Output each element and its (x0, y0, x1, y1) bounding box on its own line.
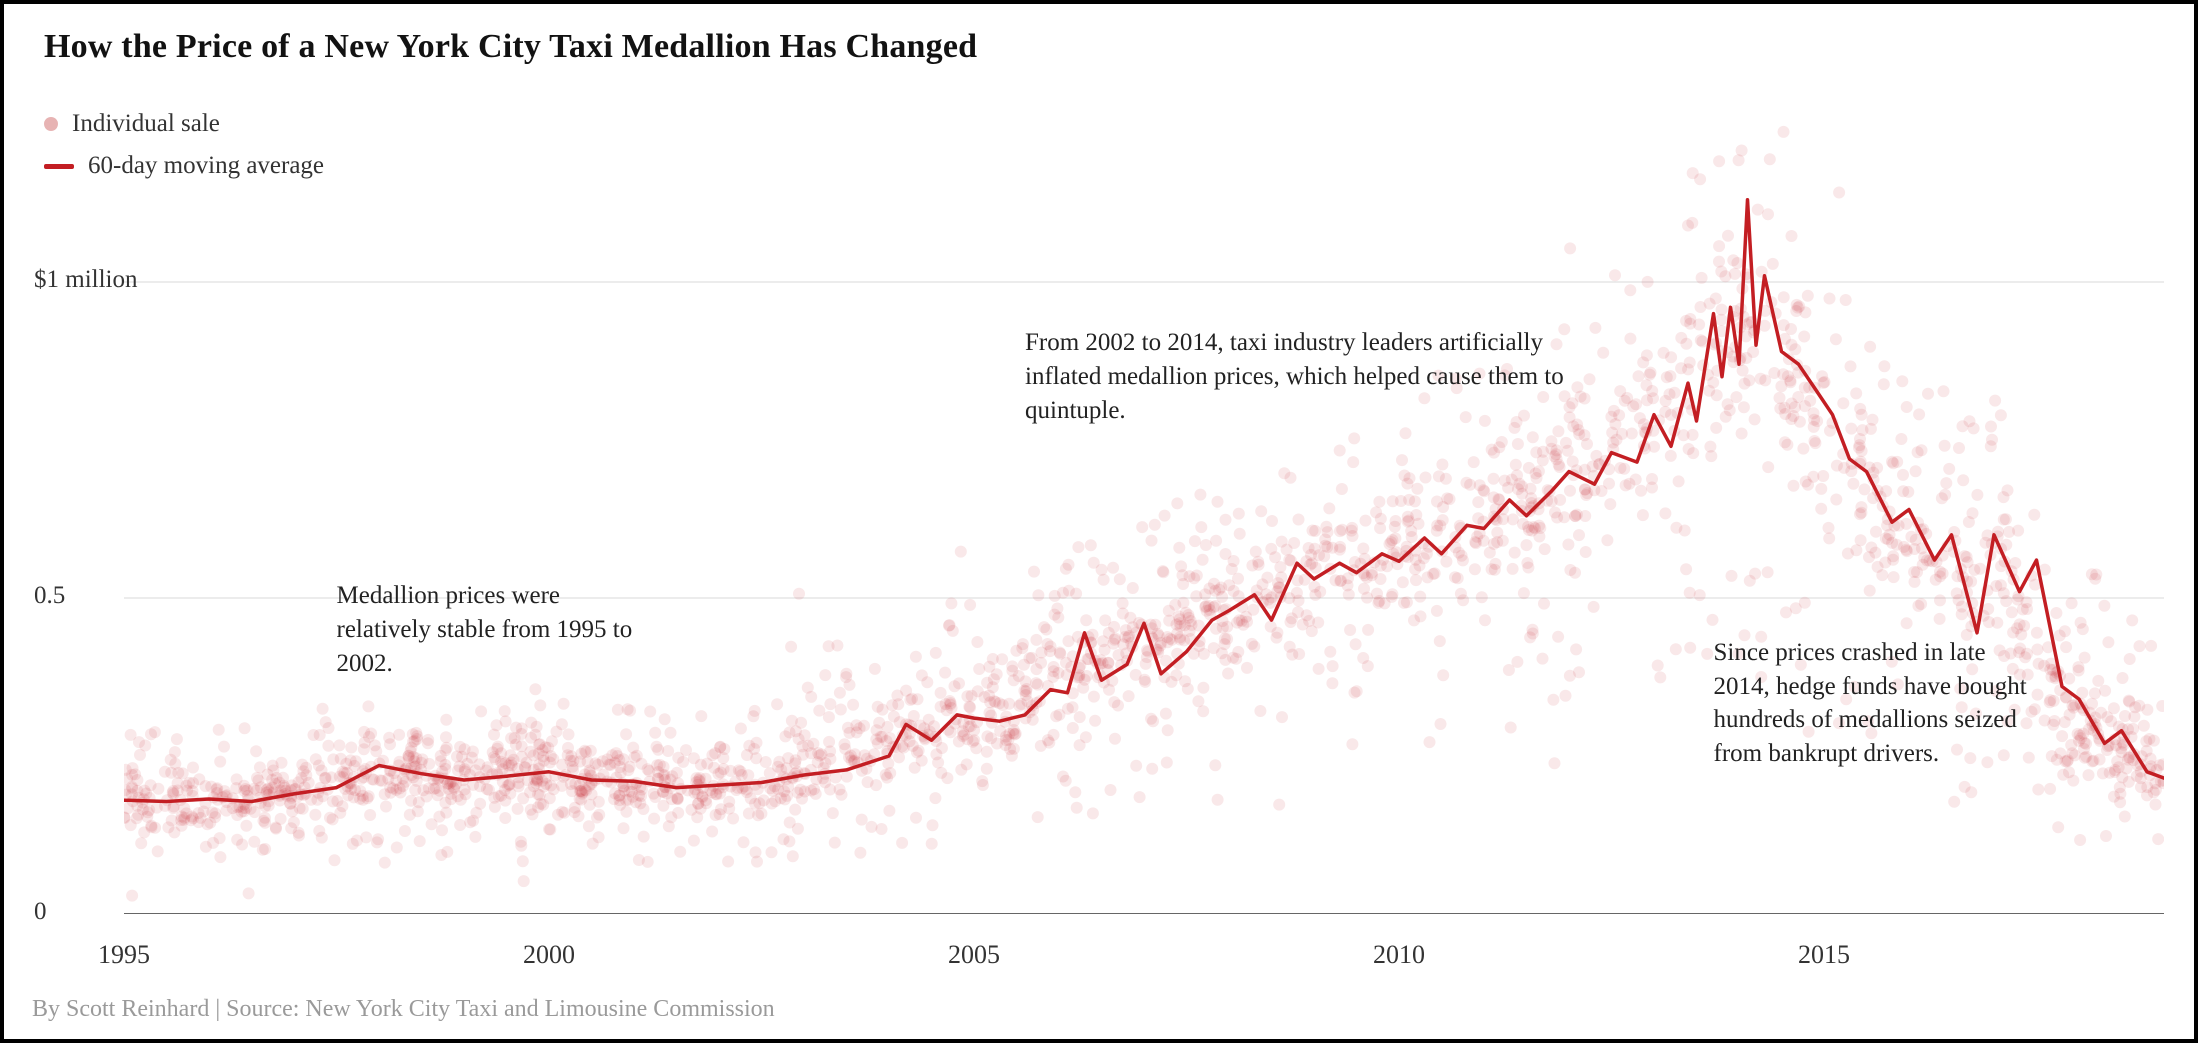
y-tick-label: 0 (34, 898, 47, 926)
y-tick-label: $1 million (34, 266, 137, 294)
y-tick-label: 0.5 (34, 582, 65, 610)
legend-dot-icon (44, 117, 58, 131)
ann-crash: Since prices crashed in late 2014, hedge… (1714, 636, 2034, 771)
x-tick-label: 2015 (1798, 940, 1850, 970)
x-tick-label: 1995 (98, 940, 150, 970)
ann-inflated: From 2002 to 2014, taxi industry leaders… (1025, 326, 1565, 427)
x-tick-label: 2005 (948, 940, 1000, 970)
credit-line: By Scott Reinhard | Source: New York Cit… (32, 996, 775, 1023)
chart-container: How the Price of a New York City Taxi Me… (0, 0, 2198, 1043)
x-tick-label: 2010 (1373, 940, 1425, 970)
x-tick-label: 2000 (523, 940, 575, 970)
chart-title: How the Price of a New York City Taxi Me… (44, 28, 977, 66)
legend-line-icon (44, 164, 74, 169)
ann-stable: Medallion prices were relatively stable … (337, 579, 657, 680)
plot-area (124, 124, 2164, 914)
